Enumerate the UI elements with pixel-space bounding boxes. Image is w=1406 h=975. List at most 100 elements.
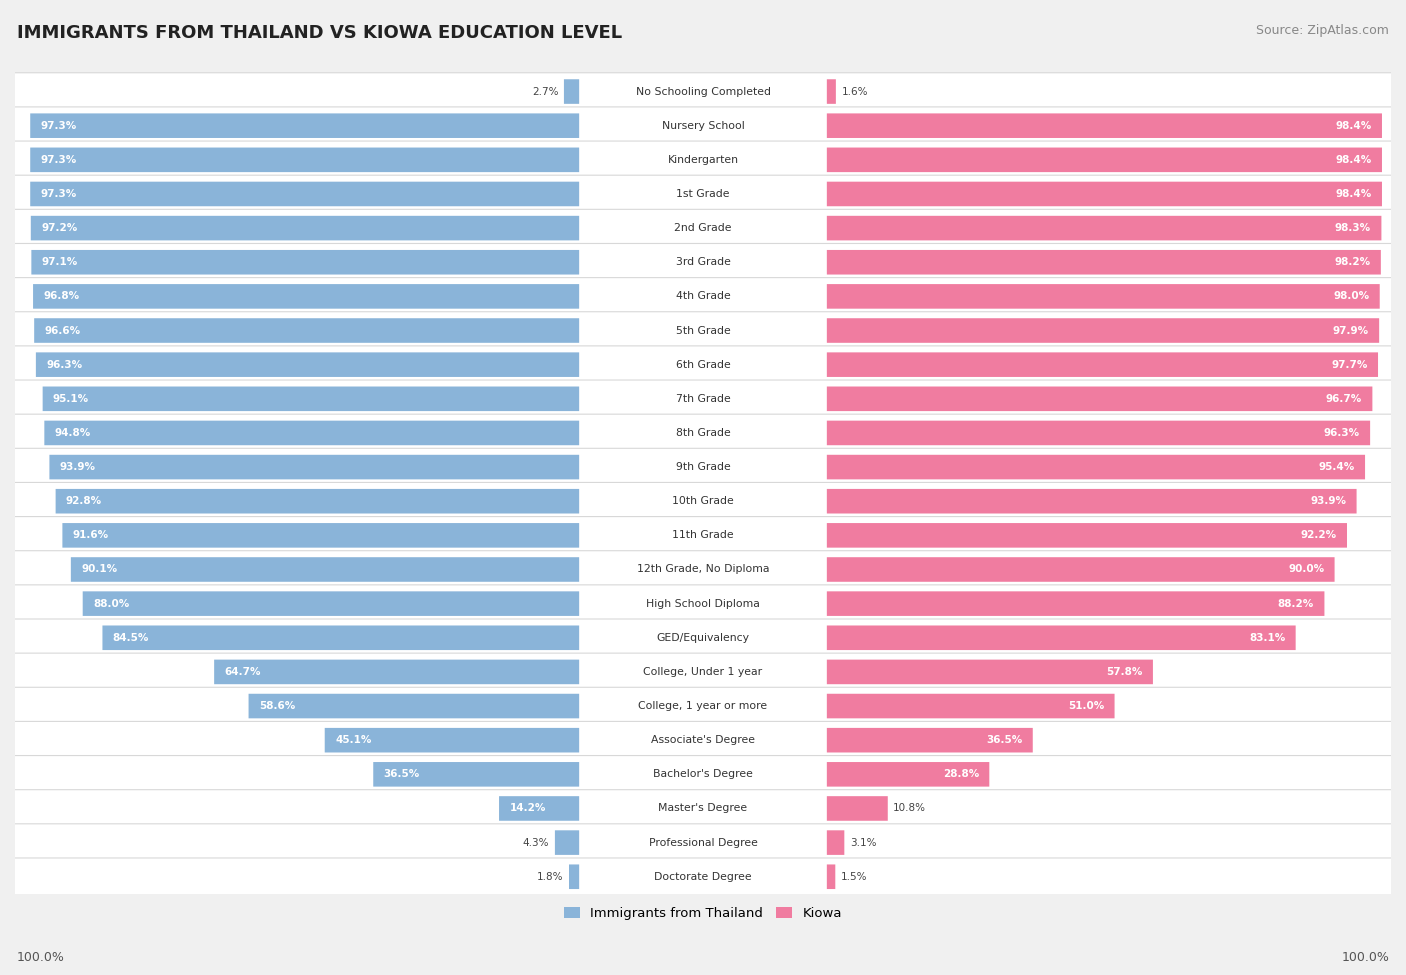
FancyBboxPatch shape (827, 762, 990, 787)
Text: 98.3%: 98.3% (1334, 223, 1371, 233)
FancyBboxPatch shape (13, 483, 1393, 520)
Text: 93.9%: 93.9% (1310, 496, 1347, 506)
FancyBboxPatch shape (555, 831, 579, 855)
Text: College, Under 1 year: College, Under 1 year (644, 667, 762, 677)
FancyBboxPatch shape (31, 215, 579, 241)
FancyBboxPatch shape (827, 113, 1382, 138)
Text: 92.8%: 92.8% (66, 496, 103, 506)
Text: 1.8%: 1.8% (537, 872, 564, 881)
FancyBboxPatch shape (827, 694, 1115, 719)
FancyBboxPatch shape (13, 278, 1393, 315)
FancyBboxPatch shape (13, 448, 1393, 486)
Text: IMMIGRANTS FROM THAILAND VS KIOWA EDUCATION LEVEL: IMMIGRANTS FROM THAILAND VS KIOWA EDUCAT… (17, 24, 621, 42)
FancyBboxPatch shape (827, 557, 1334, 582)
FancyBboxPatch shape (31, 113, 579, 138)
FancyBboxPatch shape (13, 414, 1393, 451)
Text: 2.7%: 2.7% (531, 87, 558, 97)
Text: 96.7%: 96.7% (1326, 394, 1362, 404)
FancyBboxPatch shape (31, 147, 579, 173)
FancyBboxPatch shape (37, 352, 579, 377)
Text: 57.8%: 57.8% (1107, 667, 1143, 677)
Text: 14.2%: 14.2% (509, 803, 546, 813)
FancyBboxPatch shape (827, 626, 1296, 650)
FancyBboxPatch shape (13, 687, 1393, 724)
FancyBboxPatch shape (827, 181, 1382, 207)
FancyBboxPatch shape (13, 107, 1393, 144)
Text: 4.3%: 4.3% (523, 838, 550, 847)
Text: 36.5%: 36.5% (384, 769, 420, 779)
FancyBboxPatch shape (827, 250, 1381, 275)
Text: 1.5%: 1.5% (841, 872, 868, 881)
FancyBboxPatch shape (13, 517, 1393, 554)
FancyBboxPatch shape (564, 79, 579, 104)
Text: 98.4%: 98.4% (1336, 155, 1372, 165)
Text: 94.8%: 94.8% (55, 428, 91, 438)
Text: 7th Grade: 7th Grade (676, 394, 730, 404)
FancyBboxPatch shape (827, 865, 835, 889)
FancyBboxPatch shape (13, 551, 1393, 588)
FancyBboxPatch shape (827, 454, 1365, 480)
Text: 84.5%: 84.5% (112, 633, 149, 643)
FancyBboxPatch shape (13, 346, 1393, 383)
FancyBboxPatch shape (827, 215, 1382, 241)
Text: 96.3%: 96.3% (1323, 428, 1360, 438)
FancyBboxPatch shape (13, 824, 1393, 861)
Text: High School Diploma: High School Diploma (647, 599, 759, 608)
FancyBboxPatch shape (569, 865, 579, 889)
FancyBboxPatch shape (13, 790, 1393, 827)
Text: 83.1%: 83.1% (1249, 633, 1285, 643)
FancyBboxPatch shape (13, 756, 1393, 793)
FancyBboxPatch shape (31, 250, 579, 275)
FancyBboxPatch shape (827, 147, 1382, 173)
FancyBboxPatch shape (827, 797, 887, 821)
FancyBboxPatch shape (827, 831, 845, 855)
FancyBboxPatch shape (249, 694, 579, 719)
Text: 97.7%: 97.7% (1331, 360, 1368, 370)
FancyBboxPatch shape (827, 420, 1369, 446)
Text: 9th Grade: 9th Grade (676, 462, 730, 472)
Text: 97.3%: 97.3% (41, 121, 77, 131)
Text: 93.9%: 93.9% (59, 462, 96, 472)
FancyBboxPatch shape (62, 523, 579, 548)
Text: College, 1 year or more: College, 1 year or more (638, 701, 768, 711)
FancyBboxPatch shape (13, 619, 1393, 656)
Text: 100.0%: 100.0% (17, 951, 65, 964)
Text: 45.1%: 45.1% (335, 735, 371, 745)
Text: 100.0%: 100.0% (1341, 951, 1389, 964)
Text: 2nd Grade: 2nd Grade (675, 223, 731, 233)
FancyBboxPatch shape (83, 592, 579, 616)
Text: 97.3%: 97.3% (41, 189, 77, 199)
Text: 64.7%: 64.7% (225, 667, 262, 677)
Text: Source: ZipAtlas.com: Source: ZipAtlas.com (1256, 24, 1389, 37)
FancyBboxPatch shape (70, 557, 579, 582)
Text: Doctorate Degree: Doctorate Degree (654, 872, 752, 881)
Text: 90.0%: 90.0% (1288, 565, 1324, 574)
Text: 88.0%: 88.0% (93, 599, 129, 608)
Text: Kindergarten: Kindergarten (668, 155, 738, 165)
Text: 97.3%: 97.3% (41, 155, 77, 165)
Text: Nursery School: Nursery School (662, 121, 744, 131)
Text: 6th Grade: 6th Grade (676, 360, 730, 370)
Text: 95.1%: 95.1% (53, 394, 89, 404)
Text: 1.6%: 1.6% (841, 87, 868, 97)
Text: 92.2%: 92.2% (1301, 530, 1337, 540)
Text: 95.4%: 95.4% (1319, 462, 1355, 472)
FancyBboxPatch shape (56, 488, 579, 514)
Text: Bachelor's Degree: Bachelor's Degree (652, 769, 754, 779)
Text: 97.1%: 97.1% (42, 257, 77, 267)
FancyBboxPatch shape (827, 660, 1153, 684)
FancyBboxPatch shape (13, 585, 1393, 622)
Legend: Immigrants from Thailand, Kiowa: Immigrants from Thailand, Kiowa (558, 902, 848, 925)
Text: Master's Degree: Master's Degree (658, 803, 748, 813)
FancyBboxPatch shape (827, 728, 1033, 753)
FancyBboxPatch shape (49, 454, 579, 480)
Text: 10th Grade: 10th Grade (672, 496, 734, 506)
FancyBboxPatch shape (13, 244, 1393, 281)
FancyBboxPatch shape (13, 141, 1393, 178)
FancyBboxPatch shape (13, 210, 1393, 247)
FancyBboxPatch shape (34, 284, 579, 309)
Text: 97.2%: 97.2% (41, 223, 77, 233)
Text: 3.1%: 3.1% (849, 838, 876, 847)
FancyBboxPatch shape (499, 797, 579, 821)
Text: 96.3%: 96.3% (46, 360, 83, 370)
